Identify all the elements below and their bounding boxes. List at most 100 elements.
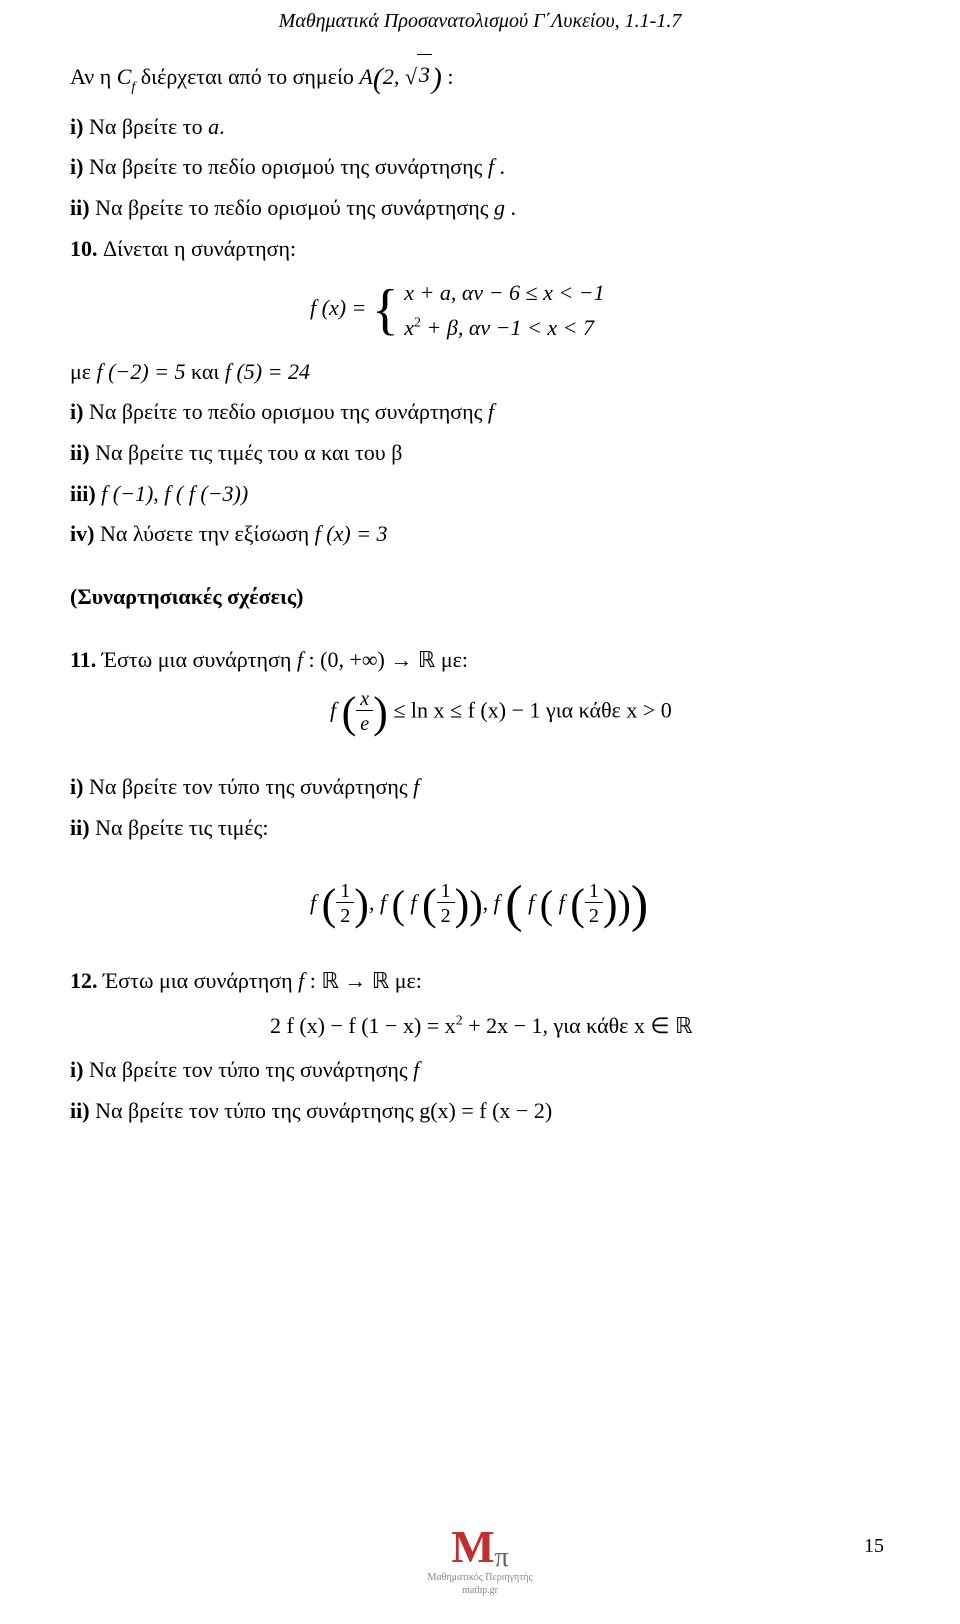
piecewise-eq: f (x) = { x + a, αν − 6 ≤ x < −1 x2 + β,… — [310, 275, 890, 345]
p11-values: f (12), f ( f (12)), f ( f ( f (12))) — [310, 857, 890, 953]
text: με: — [389, 968, 422, 993]
text: Να βρείτε τον τύπο της συνάρτησης — [95, 1098, 419, 1123]
p10-iv: iv) Να λύσετε την εξίσωση f (x) = 3 — [70, 514, 890, 555]
p11-eq: f (xe) ≤ ln x ≤ f (x) − 1 για κάθε x > 0 — [330, 688, 890, 737]
double-r: ℝ — [372, 968, 389, 993]
sup: 2 — [414, 316, 421, 331]
p11-ii: ii) Να βρείτε τις τιμές: — [70, 808, 890, 849]
problem-10: 10. Δίνεται η συνάρτηση: — [70, 229, 890, 270]
math: f — [330, 698, 336, 723]
text-line: Αν η Cf διέρχεται από το σημείο Α(2, 3) … — [70, 51, 890, 107]
text: με: — [435, 647, 468, 672]
text: Αν η — [70, 64, 117, 89]
math: f — [413, 1057, 419, 1082]
text: : — [447, 64, 453, 89]
item-i: i) Να βρείτε το a. — [70, 107, 890, 148]
math: f — [298, 968, 310, 993]
label: 11. — [70, 647, 102, 672]
p12-ii: ii) Να βρείτε τον τύπο της συνάρτησης g(… — [70, 1091, 890, 1132]
double-r: ℝ — [321, 968, 338, 993]
num: 1 — [585, 880, 603, 903]
text: Έστω μια συνάρτηση — [102, 647, 297, 672]
math: f (x) = 3 — [315, 521, 388, 546]
subscript: f — [131, 80, 135, 95]
text: , — [483, 890, 494, 915]
item-i2: i) Να βρείτε το πεδίο ορισμού της συνάρτ… — [70, 147, 890, 188]
item-ii: ii) Να βρείτε το πεδίο ορισμού της συνάρ… — [70, 188, 890, 229]
text: Να βρείτε τον τύπο της συνάρτησης — [89, 1057, 413, 1082]
label: i) — [70, 774, 89, 799]
text: Να βρείτε το — [89, 114, 208, 139]
footer-text-1: Μαθηματικός Περιηγητής — [428, 1572, 533, 1583]
math-point: Α(2, 3) — [359, 64, 447, 89]
with-line: με f (−2) = 5 και f (5) = 24 — [70, 352, 890, 393]
label: i) — [70, 114, 89, 139]
math: f — [310, 890, 316, 915]
math: 2 f (x) − f (1 − x) = x — [270, 1013, 456, 1038]
p10-ii: ii) Να βρείτε τις τιμές του α και του β — [70, 433, 890, 474]
text: Α — [359, 64, 372, 89]
sup: 2 — [456, 1013, 463, 1028]
p10-iii: iii) f (−1), f ( f (−3)) — [70, 474, 890, 515]
math: f — [488, 399, 494, 424]
brace: { — [372, 285, 399, 335]
text: Έστω μια συνάρτηση — [103, 968, 298, 993]
text: Να βρείτε το πεδίο ορισμού της συνάρτηση… — [89, 154, 488, 179]
label: i) — [70, 1057, 89, 1082]
case-row: x + a, αν − 6 ≤ x < −1 — [404, 280, 604, 305]
math-cf: Cf — [117, 64, 141, 89]
text: με — [70, 359, 97, 384]
logo-pi: π — [495, 1542, 509, 1574]
label: i) — [70, 399, 89, 424]
math: f — [297, 647, 309, 672]
text: Να βρείτε τις τιμές: — [95, 815, 268, 840]
p11-i: i) Να βρείτε τον τύπο της συνάρτησης f — [70, 767, 890, 808]
logo-m: M — [451, 1524, 494, 1570]
cases: x + a, αν − 6 ≤ x < −1 x2 + β, αν −1 < x… — [404, 275, 604, 345]
page-number: 15 — [864, 1535, 884, 1558]
text: Να λύσετε την εξίσωση — [100, 521, 315, 546]
text: . — [500, 154, 506, 179]
text: Να βρείτε τις τιμές του α και του β — [95, 440, 402, 465]
label: ii) — [70, 1098, 95, 1123]
label: ii) — [70, 815, 95, 840]
den: 2 — [585, 903, 603, 929]
text: C — [117, 64, 132, 89]
section-title: (Συναρτησιακές σχέσεις) — [70, 577, 890, 618]
text: , — [369, 890, 380, 915]
num: 1 — [336, 880, 354, 903]
math: : (0, +∞) → — [309, 647, 418, 672]
double-r: ℝ — [675, 1013, 692, 1038]
text: Να βρείτε το πεδίο ορισμού της συνάρτηση… — [95, 195, 494, 220]
text: , — [153, 481, 164, 506]
text: , για κάθε x ∈ — [543, 1013, 676, 1038]
label: i) — [70, 154, 89, 179]
den: 2 — [336, 903, 354, 929]
case-row: + β, αν −1 < x < 7 — [421, 315, 594, 340]
math: g — [494, 195, 511, 220]
page: Μαθηματικά Προσανατολισμού Γ΄Λυκείου, 1.… — [0, 0, 960, 1624]
text: : — [310, 968, 322, 993]
label: iii) — [70, 481, 101, 506]
text: Δίνεται η συνάρτηση: — [103, 236, 296, 261]
text: Να βρείτε τον τύπο της συνάρτησης — [89, 774, 413, 799]
text: για κάθε x > 0 — [546, 698, 672, 723]
math: f — [413, 774, 419, 799]
math: g(x) = f (x − 2) — [419, 1098, 552, 1123]
label: 10. — [70, 236, 103, 261]
text: → — [339, 968, 372, 993]
math: f (x) = — [310, 295, 372, 320]
num: 1 — [437, 880, 455, 903]
text: 2, — [383, 64, 405, 89]
den: 2 — [437, 903, 455, 929]
page-header: Μαθηματικά Προσανατολισμού Γ΄Λυκείου, 1.… — [70, 10, 890, 33]
problem-12: 12. Έστω μια συνάρτηση f : ℝ → ℝ με: — [70, 961, 890, 1002]
math: ≤ ln x ≤ f (x) − 1 — [393, 698, 540, 723]
p12-eq: 2 f (x) − f (1 − x) = x2 + 2x − 1, για κ… — [270, 1006, 890, 1047]
p12-i: i) Να βρείτε τον τύπο της συνάρτησης f — [70, 1050, 890, 1091]
label: ii) — [70, 440, 95, 465]
footer-logo: Mπ Μαθηματικός Περιηγητής mathp.gr — [428, 1524, 533, 1596]
label: ii) — [70, 195, 95, 220]
radicand: 3 — [417, 54, 432, 96]
math: f — [488, 154, 500, 179]
